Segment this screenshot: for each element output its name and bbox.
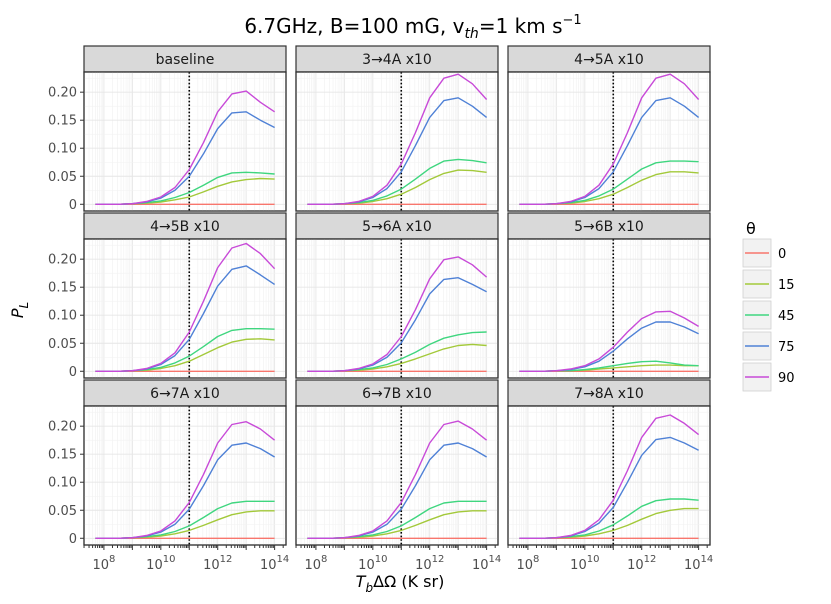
series-line-theta-90 <box>95 421 276 539</box>
x-tick-label: 1012 <box>627 554 656 573</box>
y-axis-title: PL <box>8 302 31 318</box>
legend-entry: 15 <box>742 269 795 299</box>
facet-panel: 6→7A x10 <box>83 379 287 546</box>
y-tick-label: 0.10 <box>48 476 77 491</box>
legend-label: 15 <box>778 278 795 293</box>
legend-title: θ <box>746 219 756 238</box>
x-axis-title: TbΔΩ (K sr) <box>356 572 445 595</box>
facet-strip-label: baseline <box>156 52 215 68</box>
y-tick-label: 0 <box>69 532 77 547</box>
y-tick-label: 0.15 <box>48 448 77 463</box>
facet-strip-label: 7→8A x10 <box>574 386 644 402</box>
x-tick-label: 1012 <box>203 554 232 573</box>
y-tick-label: 0.05 <box>48 170 77 185</box>
facet-strip-label: 4→5B x10 <box>150 219 220 235</box>
facet-panels: baseline 3→4A x10 4→5A x10 4→5B x10 5→6A x10… <box>83 45 711 546</box>
facet-strip <box>507 212 711 240</box>
y-tick-label: 0.15 <box>48 281 77 296</box>
x-tick-label: 1010 <box>146 554 175 573</box>
facet-panel: baseline <box>83 45 287 212</box>
facet-panel: 4→5B x10 <box>83 212 287 379</box>
legend-entry: 45 <box>742 300 795 330</box>
legend-entry: 90 <box>742 362 795 392</box>
y-tick-label: 0 <box>69 198 77 213</box>
x-tick-label: 1012 <box>415 554 444 573</box>
x-tick-label: 108 <box>516 554 539 573</box>
facet-panel: 3→4A x10 <box>295 45 499 212</box>
facet-strip <box>83 45 287 73</box>
gridlines <box>295 239 498 378</box>
facet-panel: 5→6A x10 <box>295 212 499 379</box>
y-tick-label: 0 <box>69 365 77 380</box>
x-tick-label: 108 <box>304 554 327 573</box>
gridlines <box>83 72 286 211</box>
series-line-theta-90 <box>519 310 699 372</box>
facet-strip-label: 3→4A x10 <box>362 52 432 68</box>
x-tick-label: 108 <box>92 554 115 573</box>
facet-panel: 5→6B x10 <box>507 212 711 379</box>
series-line-theta-90 <box>307 256 488 372</box>
series-line-theta-90 <box>307 420 488 539</box>
series-line-theta-90 <box>95 242 276 372</box>
y-axis-tick-labels: 0 0.05 0.10 0.15 0.20 0 0.05 0.10 0.15 0.20 0 0.05 0… <box>48 86 84 547</box>
y-tick-label: 0.20 <box>48 420 77 435</box>
y-tick-label: 0.15 <box>48 114 77 129</box>
x-tick-label: 1010 <box>570 554 599 573</box>
legend: θ 0 15 45 75 90 <box>742 219 795 392</box>
facet-strip-label: 5→6B x10 <box>574 219 644 235</box>
series-line-theta-90 <box>519 414 700 539</box>
legend-entry: 0 <box>742 238 786 268</box>
facet-strip <box>295 379 499 407</box>
y-tick-label: 0.10 <box>48 309 77 324</box>
y-tick-label: 0.20 <box>48 253 77 268</box>
series-line-theta-90 <box>307 73 488 206</box>
facet-panel: 4→5A x10 <box>507 45 711 212</box>
facet-panel: 6→7B x10 <box>295 379 499 546</box>
legend-entry: 75 <box>742 331 795 361</box>
y-tick-label: 0.05 <box>48 504 77 519</box>
x-tick-label: 1014 <box>472 554 501 573</box>
legend-label: 90 <box>778 371 795 386</box>
legend-label: 45 <box>778 309 795 324</box>
facet-strip-label: 6→7A x10 <box>150 386 220 402</box>
y-tick-label: 0.10 <box>48 142 77 157</box>
legend-label: 75 <box>778 340 795 355</box>
facet-strip-label: 5→6A x10 <box>362 219 432 235</box>
facet-strip <box>83 212 287 240</box>
y-tick-label: 0.05 <box>48 337 77 352</box>
facet-strip <box>295 45 499 73</box>
facet-strip-label: 6→7B x10 <box>362 386 432 402</box>
y-tick-label: 0.20 <box>48 86 77 101</box>
series-line-theta-90 <box>519 73 700 206</box>
chart-title: 6.7GHz, B=100 mG, vth=1 km s−1 <box>244 13 581 42</box>
x-tick-label: 1014 <box>684 554 713 573</box>
x-tick-label: 1010 <box>358 554 387 573</box>
facet-strip-label: 4→5A x10 <box>574 52 644 68</box>
series-line-theta-90 <box>95 90 275 206</box>
facet-panel: 7→8A x10 <box>507 379 711 546</box>
legend-label: 0 <box>778 247 786 262</box>
x-axis-tick-labels: 108 1010 1012 1014 108 1010 1012 1014 108 1010 101… <box>83 545 713 573</box>
x-tick-label: 1014 <box>260 554 289 573</box>
